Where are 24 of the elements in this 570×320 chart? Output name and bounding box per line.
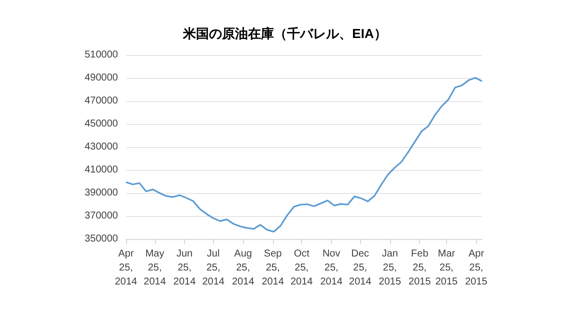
y-tick-label: 450000 xyxy=(84,118,118,130)
x-tick-label: Apr 25, 2015 xyxy=(465,248,488,288)
x-tick-label: Nov 25, 2014 xyxy=(320,248,343,288)
line-series xyxy=(125,76,483,233)
chart-title: 米国の原油在庫（千バレル、EIA） xyxy=(182,26,387,41)
x-tick-label: May 25, 2014 xyxy=(144,248,166,288)
x-tick-label: Aug 25, 2014 xyxy=(232,248,255,288)
x-tick-label: Oct 25, 2014 xyxy=(290,248,314,288)
y-tick-label: 350000 xyxy=(84,234,118,244)
y-tick-label: 490000 xyxy=(84,72,118,84)
y-tick-label: 510000 xyxy=(84,50,118,60)
x-tick-label: Feb 25, 2015 xyxy=(408,248,432,288)
y-tick-label: 410000 xyxy=(84,164,118,176)
x-tick-label: Apr 25, 2014 xyxy=(114,248,138,288)
y-tick-label: 390000 xyxy=(84,188,118,198)
x-tick-label: Jun 25, 2014 xyxy=(173,248,196,288)
y-tick-label: 430000 xyxy=(84,142,118,152)
x-tick-label: Jan 25, 2015 xyxy=(378,248,402,288)
x-tick-label: Dec 25, 2014 xyxy=(349,248,372,288)
x-tick-label: Jul 25, 2014 xyxy=(202,248,225,288)
y-tick-label: 470000 xyxy=(84,96,118,106)
y-tick-label: 370000 xyxy=(84,210,118,222)
x-tick-label: Mar 25, 2015 xyxy=(435,248,458,288)
x-tick-label: Sep 25, 2014 xyxy=(262,248,284,288)
